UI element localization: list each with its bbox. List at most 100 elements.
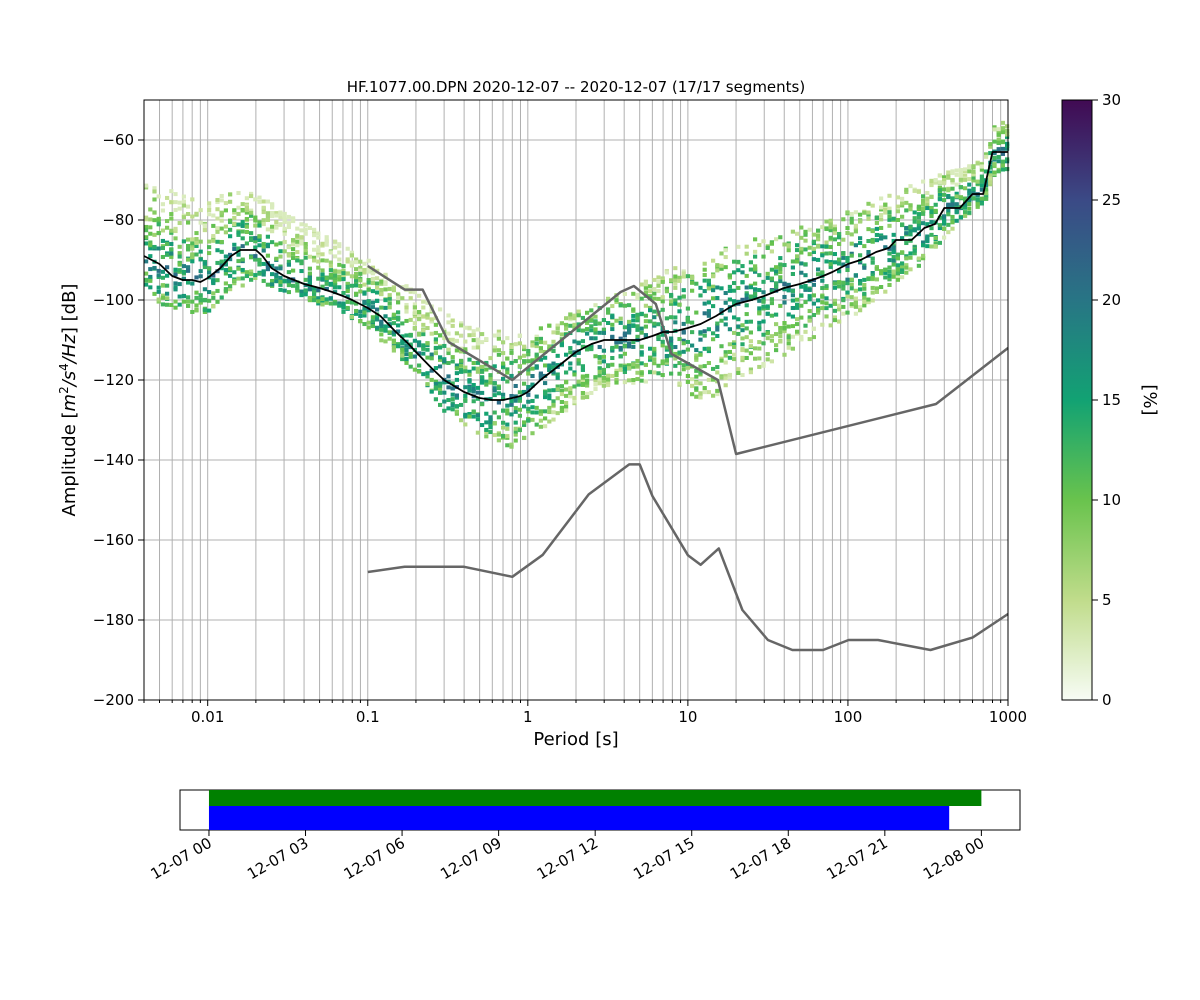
heatmap-cell xyxy=(937,226,942,231)
heatmap-cell xyxy=(870,273,875,278)
heatmap-cell xyxy=(387,293,392,298)
heatmap-cell xyxy=(165,273,170,278)
heatmap-cell xyxy=(559,400,564,405)
heatmap-cell xyxy=(753,346,758,351)
heatmap-cell xyxy=(513,429,518,434)
heatmap-cell xyxy=(446,360,451,365)
heatmap-cell xyxy=(828,251,833,256)
heatmap-cell xyxy=(950,186,955,191)
heatmap-cell xyxy=(400,296,405,301)
heatmap-cell xyxy=(1005,124,1010,129)
heatmap-cell xyxy=(379,292,384,297)
heatmap-cell xyxy=(341,305,346,310)
heatmap-cell xyxy=(152,189,157,194)
heatmap-cell xyxy=(270,210,275,215)
heatmap-cell xyxy=(387,301,392,306)
heatmap-cell xyxy=(874,216,879,221)
heatmap-cell xyxy=(555,353,560,358)
heatmap-cell xyxy=(215,288,220,293)
heatmap-cell xyxy=(732,357,737,362)
heatmap-cell xyxy=(669,353,674,358)
heatmap-cell xyxy=(265,227,270,232)
heatmap-cell xyxy=(660,307,665,312)
heatmap-cell xyxy=(417,340,422,345)
heatmap-cell xyxy=(656,322,661,327)
heatmap-cell xyxy=(824,306,829,311)
heatmap-cell xyxy=(328,260,333,265)
heatmap-cell xyxy=(984,169,989,174)
heatmap-cell xyxy=(417,369,422,374)
heatmap-cell xyxy=(627,378,632,383)
heatmap-cell xyxy=(215,200,220,205)
heatmap-cell xyxy=(593,336,598,341)
heatmap-cell xyxy=(979,196,984,201)
heatmap-cell xyxy=(236,232,241,237)
heatmap-cell xyxy=(765,275,770,280)
heatmap-cell xyxy=(765,304,770,309)
heatmap-cell xyxy=(354,257,359,262)
heatmap-cell xyxy=(589,347,594,352)
heatmap-cell xyxy=(698,352,703,357)
heatmap-cell xyxy=(202,287,207,292)
heatmap-cell xyxy=(597,369,602,374)
heatmap-cell xyxy=(454,404,459,409)
heatmap-cell xyxy=(849,232,854,237)
heatmap-cell xyxy=(412,302,417,307)
heatmap-cell xyxy=(534,410,539,415)
heatmap-cell xyxy=(782,325,787,330)
heatmap-cell xyxy=(883,289,888,294)
heatmap-cell xyxy=(597,366,602,371)
heatmap-cell xyxy=(807,297,812,302)
heatmap-cell xyxy=(639,352,644,357)
heatmap-cell xyxy=(694,374,699,379)
heatmap-cell xyxy=(513,432,518,437)
heatmap-cell xyxy=(883,202,888,207)
heatmap-cell xyxy=(324,297,329,302)
heatmap-cell xyxy=(404,309,409,314)
x-axis-label: Period [s] xyxy=(533,729,618,750)
heatmap-cell xyxy=(837,284,842,289)
heatmap-cell xyxy=(425,347,430,352)
heatmap-cell xyxy=(463,369,468,374)
heatmap-cell xyxy=(228,199,233,204)
heatmap-cell xyxy=(509,342,514,347)
heatmap-cell xyxy=(181,269,186,274)
heatmap-cell xyxy=(580,364,585,369)
heatmap-cell xyxy=(858,287,863,292)
heatmap-cell xyxy=(400,334,405,339)
heatmap-cell xyxy=(900,269,905,274)
heatmap-cell xyxy=(748,370,753,375)
heatmap-cell xyxy=(740,348,745,353)
heatmap-cell xyxy=(769,359,774,364)
heatmap-cell xyxy=(404,284,409,289)
heatmap-cell xyxy=(370,289,375,294)
heatmap-cell xyxy=(853,296,858,301)
heatmap-cell xyxy=(967,191,972,196)
heatmap-cell xyxy=(643,313,648,318)
heatmap-cell xyxy=(433,322,438,327)
heatmap-cell xyxy=(345,257,350,262)
heatmap-cell xyxy=(421,346,426,351)
heatmap-cell xyxy=(979,179,984,184)
heatmap-cell xyxy=(316,299,321,304)
heatmap-cell xyxy=(148,217,153,222)
heatmap-cell xyxy=(312,295,317,300)
heatmap-cell xyxy=(614,373,619,378)
heatmap-cell xyxy=(937,188,942,193)
heatmap-cell xyxy=(799,334,804,339)
heatmap-cell xyxy=(261,278,266,283)
heatmap-cell xyxy=(249,277,254,282)
heatmap-cell xyxy=(438,355,443,360)
heatmap-cell xyxy=(685,347,690,352)
heatmap-cell xyxy=(744,355,749,360)
heatmap-cell xyxy=(148,276,153,281)
heatmap-cell xyxy=(400,321,405,326)
heatmap-cell xyxy=(996,137,1001,142)
heatmap-cell xyxy=(375,298,380,303)
heatmap-cell xyxy=(757,298,762,303)
heatmap-cell xyxy=(564,387,569,392)
heatmap-cell xyxy=(887,258,892,263)
heatmap-cell xyxy=(929,232,934,237)
heatmap-cell xyxy=(471,361,476,366)
heatmap-cell xyxy=(286,214,291,219)
